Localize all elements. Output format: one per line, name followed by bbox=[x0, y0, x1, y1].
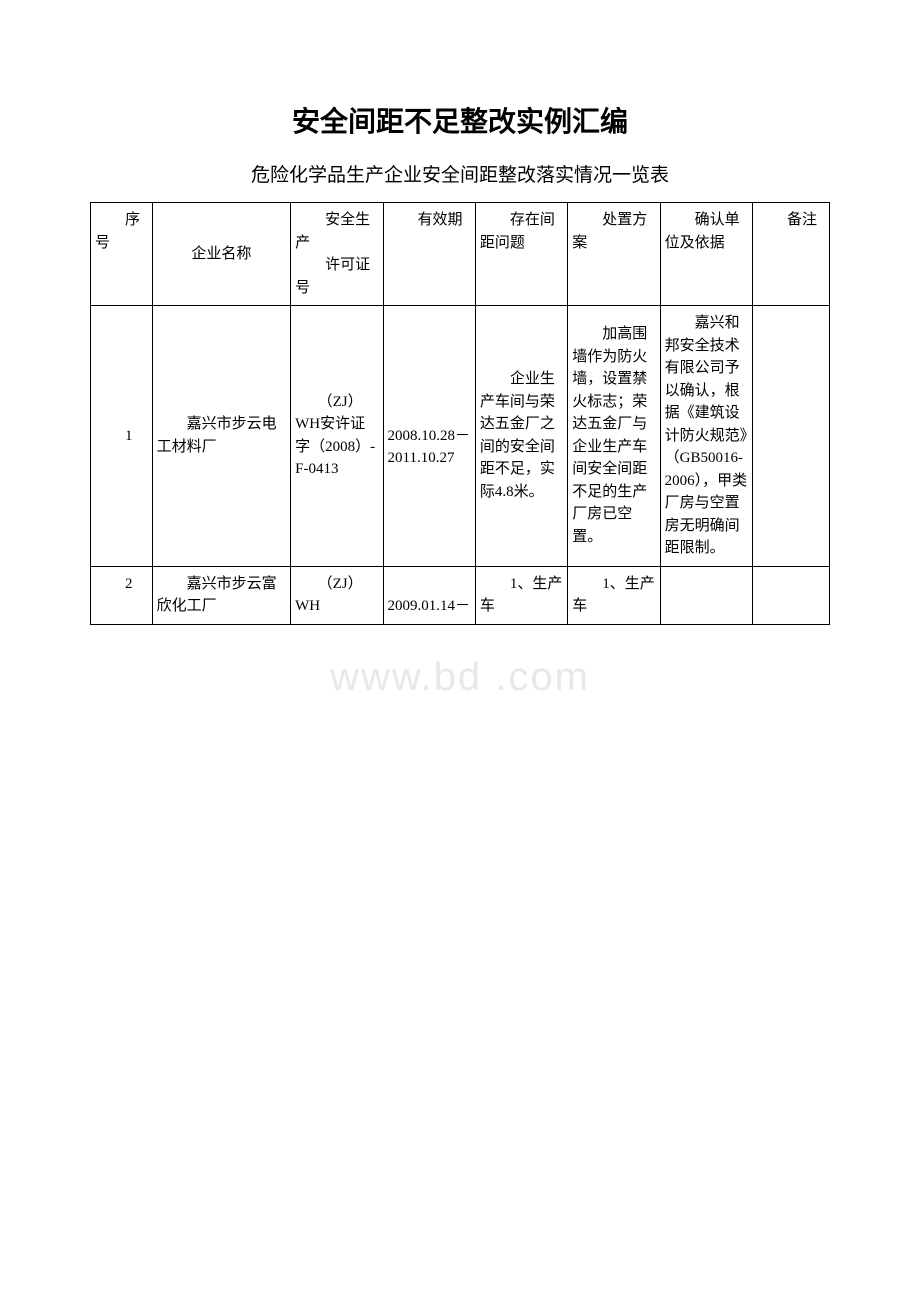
table-row: 2 嘉兴市步云富欣化工厂 （ZJ）WH 2009.01.14－ 1、生产车 1、… bbox=[91, 566, 830, 624]
header-plan: 处置方案 bbox=[568, 203, 660, 306]
page-subtitle: 危险化学品生产企业安全间距整改落实情况一览表 bbox=[90, 160, 830, 187]
cell-valid: 2009.01.14－ bbox=[383, 566, 475, 624]
cell-cert: （ZJ）WH安许证字（2008）-F-0413 bbox=[291, 306, 383, 567]
cell-issue: 1、生产车 bbox=[475, 566, 567, 624]
header-name: 企业名称 bbox=[152, 203, 291, 306]
cell-name: 嘉兴市步云电工材料厂 bbox=[152, 306, 291, 567]
watermark: www.bd .com bbox=[330, 655, 590, 700]
cell-issue: 企业生产车间与荣达五金厂之间的安全间距不足，实际4.8米。 bbox=[475, 306, 567, 567]
cell-note bbox=[753, 566, 830, 624]
cell-note bbox=[753, 306, 830, 567]
table-header-row: 序号 企业名称 安全生产 许可证号 有效期 存在间距问题 处置方案 确认单位及依… bbox=[91, 203, 830, 306]
cell-seq: 1 bbox=[91, 306, 153, 567]
header-seq: 序号 bbox=[91, 203, 153, 306]
cell-cert: （ZJ）WH bbox=[291, 566, 383, 624]
cell-confirm: 嘉兴和邦安全技术有限公司予以确认，根据《建筑设计防火规范》（GB50016-20… bbox=[660, 306, 752, 567]
cell-plan: 加高围墙作为防火墙，设置禁火标志；荣达五金厂与企业生产车间安全间距不足的生产厂房… bbox=[568, 306, 660, 567]
header-cert: 安全生产 许可证号 bbox=[291, 203, 383, 306]
page-title: 安全间距不足整改实例汇编 bbox=[90, 100, 830, 140]
cell-confirm bbox=[660, 566, 752, 624]
cell-plan: 1、生产车 bbox=[568, 566, 660, 624]
header-confirm: 确认单位及依据 bbox=[660, 203, 752, 306]
table-row: 1 嘉兴市步云电工材料厂 （ZJ）WH安许证字（2008）-F-0413 200… bbox=[91, 306, 830, 567]
header-issue: 存在间距问题 bbox=[475, 203, 567, 306]
data-table: 序号 企业名称 安全生产 许可证号 有效期 存在间距问题 处置方案 确认单位及依… bbox=[90, 202, 830, 625]
cell-name: 嘉兴市步云富欣化工厂 bbox=[152, 566, 291, 624]
header-valid: 有效期 bbox=[383, 203, 475, 306]
cell-seq: 2 bbox=[91, 566, 153, 624]
header-note: 备注 bbox=[753, 203, 830, 306]
cell-valid: 2008.10.28－2011.10.27 bbox=[383, 306, 475, 567]
